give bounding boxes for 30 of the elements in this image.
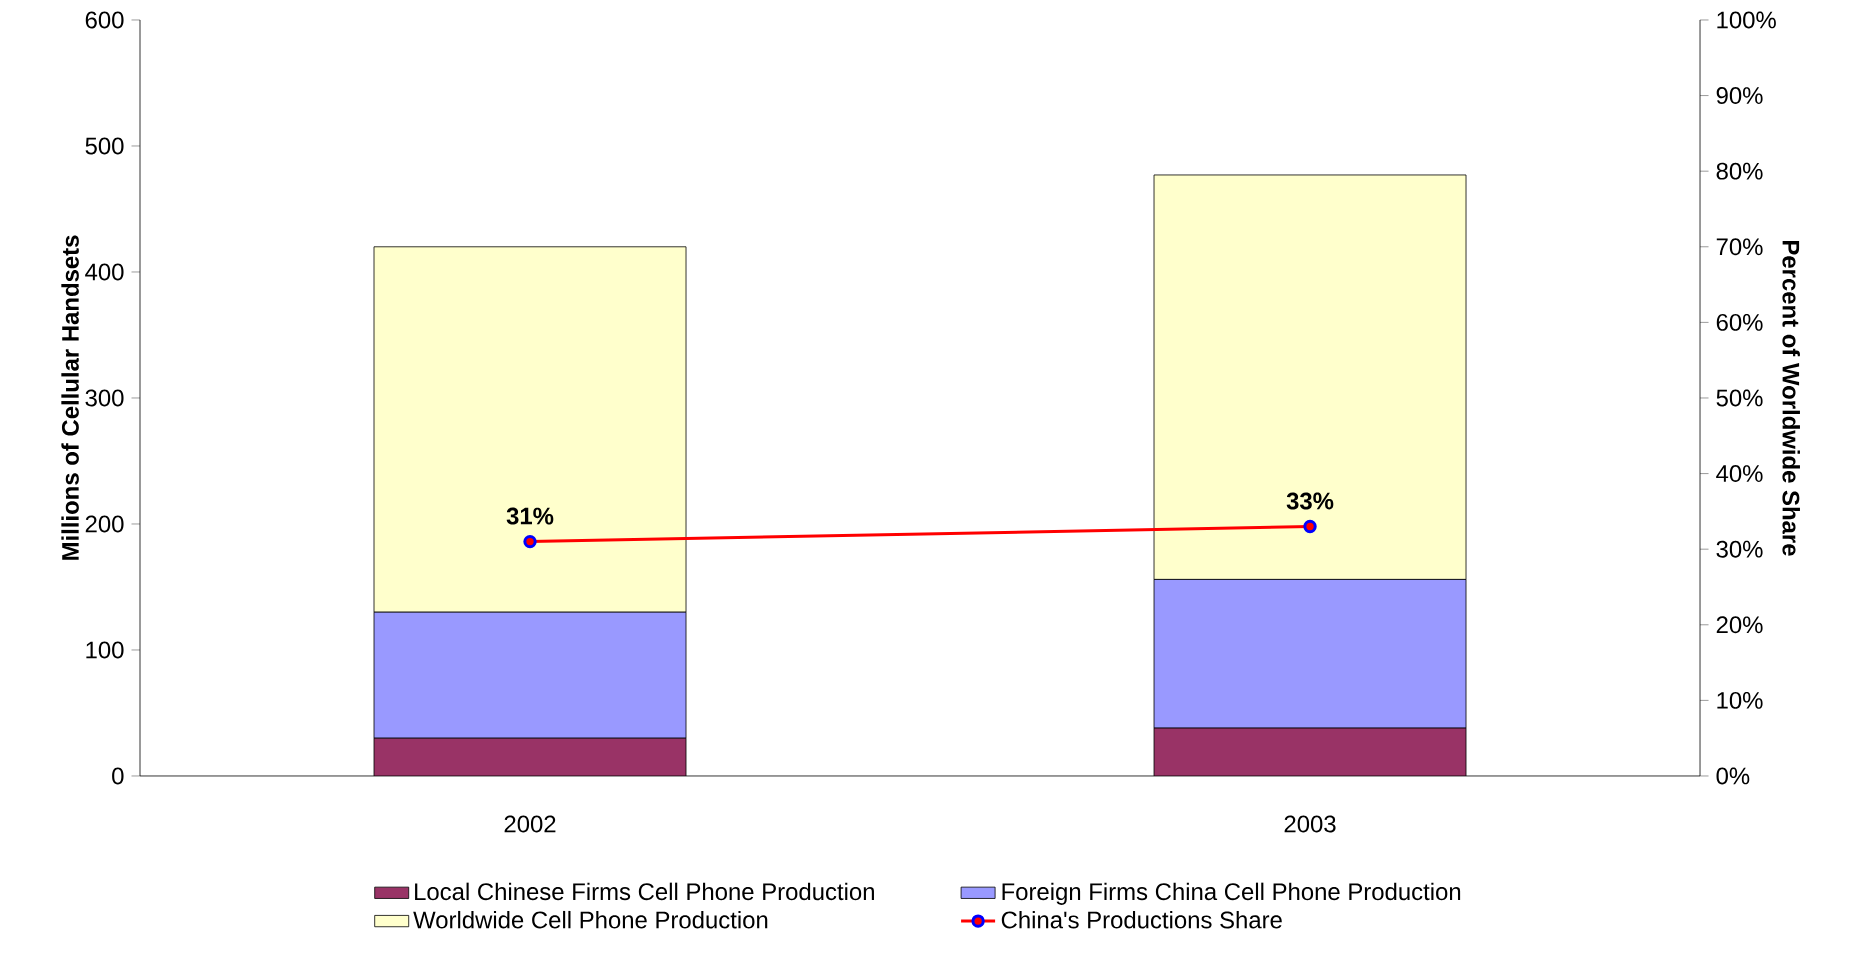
legend-label: Foreign Firms China Cell Phone Production bbox=[1002, 882, 1461, 905]
x-tick-label: 2002 bbox=[504, 815, 556, 833]
data-label: 31% bbox=[506, 507, 554, 525]
y-tick-label: 0 bbox=[112, 767, 124, 785]
y2-tick-label: 90% bbox=[1716, 87, 1763, 105]
y-tick-label: 100 bbox=[86, 641, 124, 659]
bar bbox=[374, 738, 687, 776]
legend-label: China's Productions Share bbox=[1001, 910, 1282, 929]
data-label: 33% bbox=[1286, 492, 1334, 510]
y2-tick-label: 0% bbox=[1716, 767, 1750, 785]
y2-tick-label: 80% bbox=[1716, 162, 1763, 180]
y2-tick-label: 100% bbox=[1717, 11, 1776, 29]
legend-label: Worldwide Cell Phone Production bbox=[413, 910, 768, 929]
y2-tick-label: 50% bbox=[1716, 389, 1763, 407]
y-tick-label: 200 bbox=[85, 515, 124, 533]
y-tick-label: 400 bbox=[85, 263, 124, 281]
x-tick-label: 2003 bbox=[1284, 815, 1336, 833]
y2-tick-label: 20% bbox=[1716, 616, 1763, 634]
y2-tick-label: 40% bbox=[1716, 465, 1763, 483]
y2-tick-label: 70% bbox=[1716, 238, 1763, 256]
y2-tick-label: 10% bbox=[1717, 691, 1763, 709]
y-tick-label: 300 bbox=[85, 389, 124, 407]
y2-axis-title: Percent of Worldwide Share bbox=[1782, 241, 1800, 556]
y2-tick-label: 30% bbox=[1716, 540, 1763, 558]
legend-label: Local Chinese Firms Cell Phone Production bbox=[415, 882, 874, 901]
y-tick-label: 500 bbox=[85, 137, 124, 155]
y-axis-title: Millions of Cellular Handsets bbox=[61, 235, 79, 560]
y-tick-label: 600 bbox=[85, 11, 124, 29]
y2-tick-label: 60% bbox=[1716, 313, 1763, 331]
bar bbox=[1153, 727, 1467, 776]
